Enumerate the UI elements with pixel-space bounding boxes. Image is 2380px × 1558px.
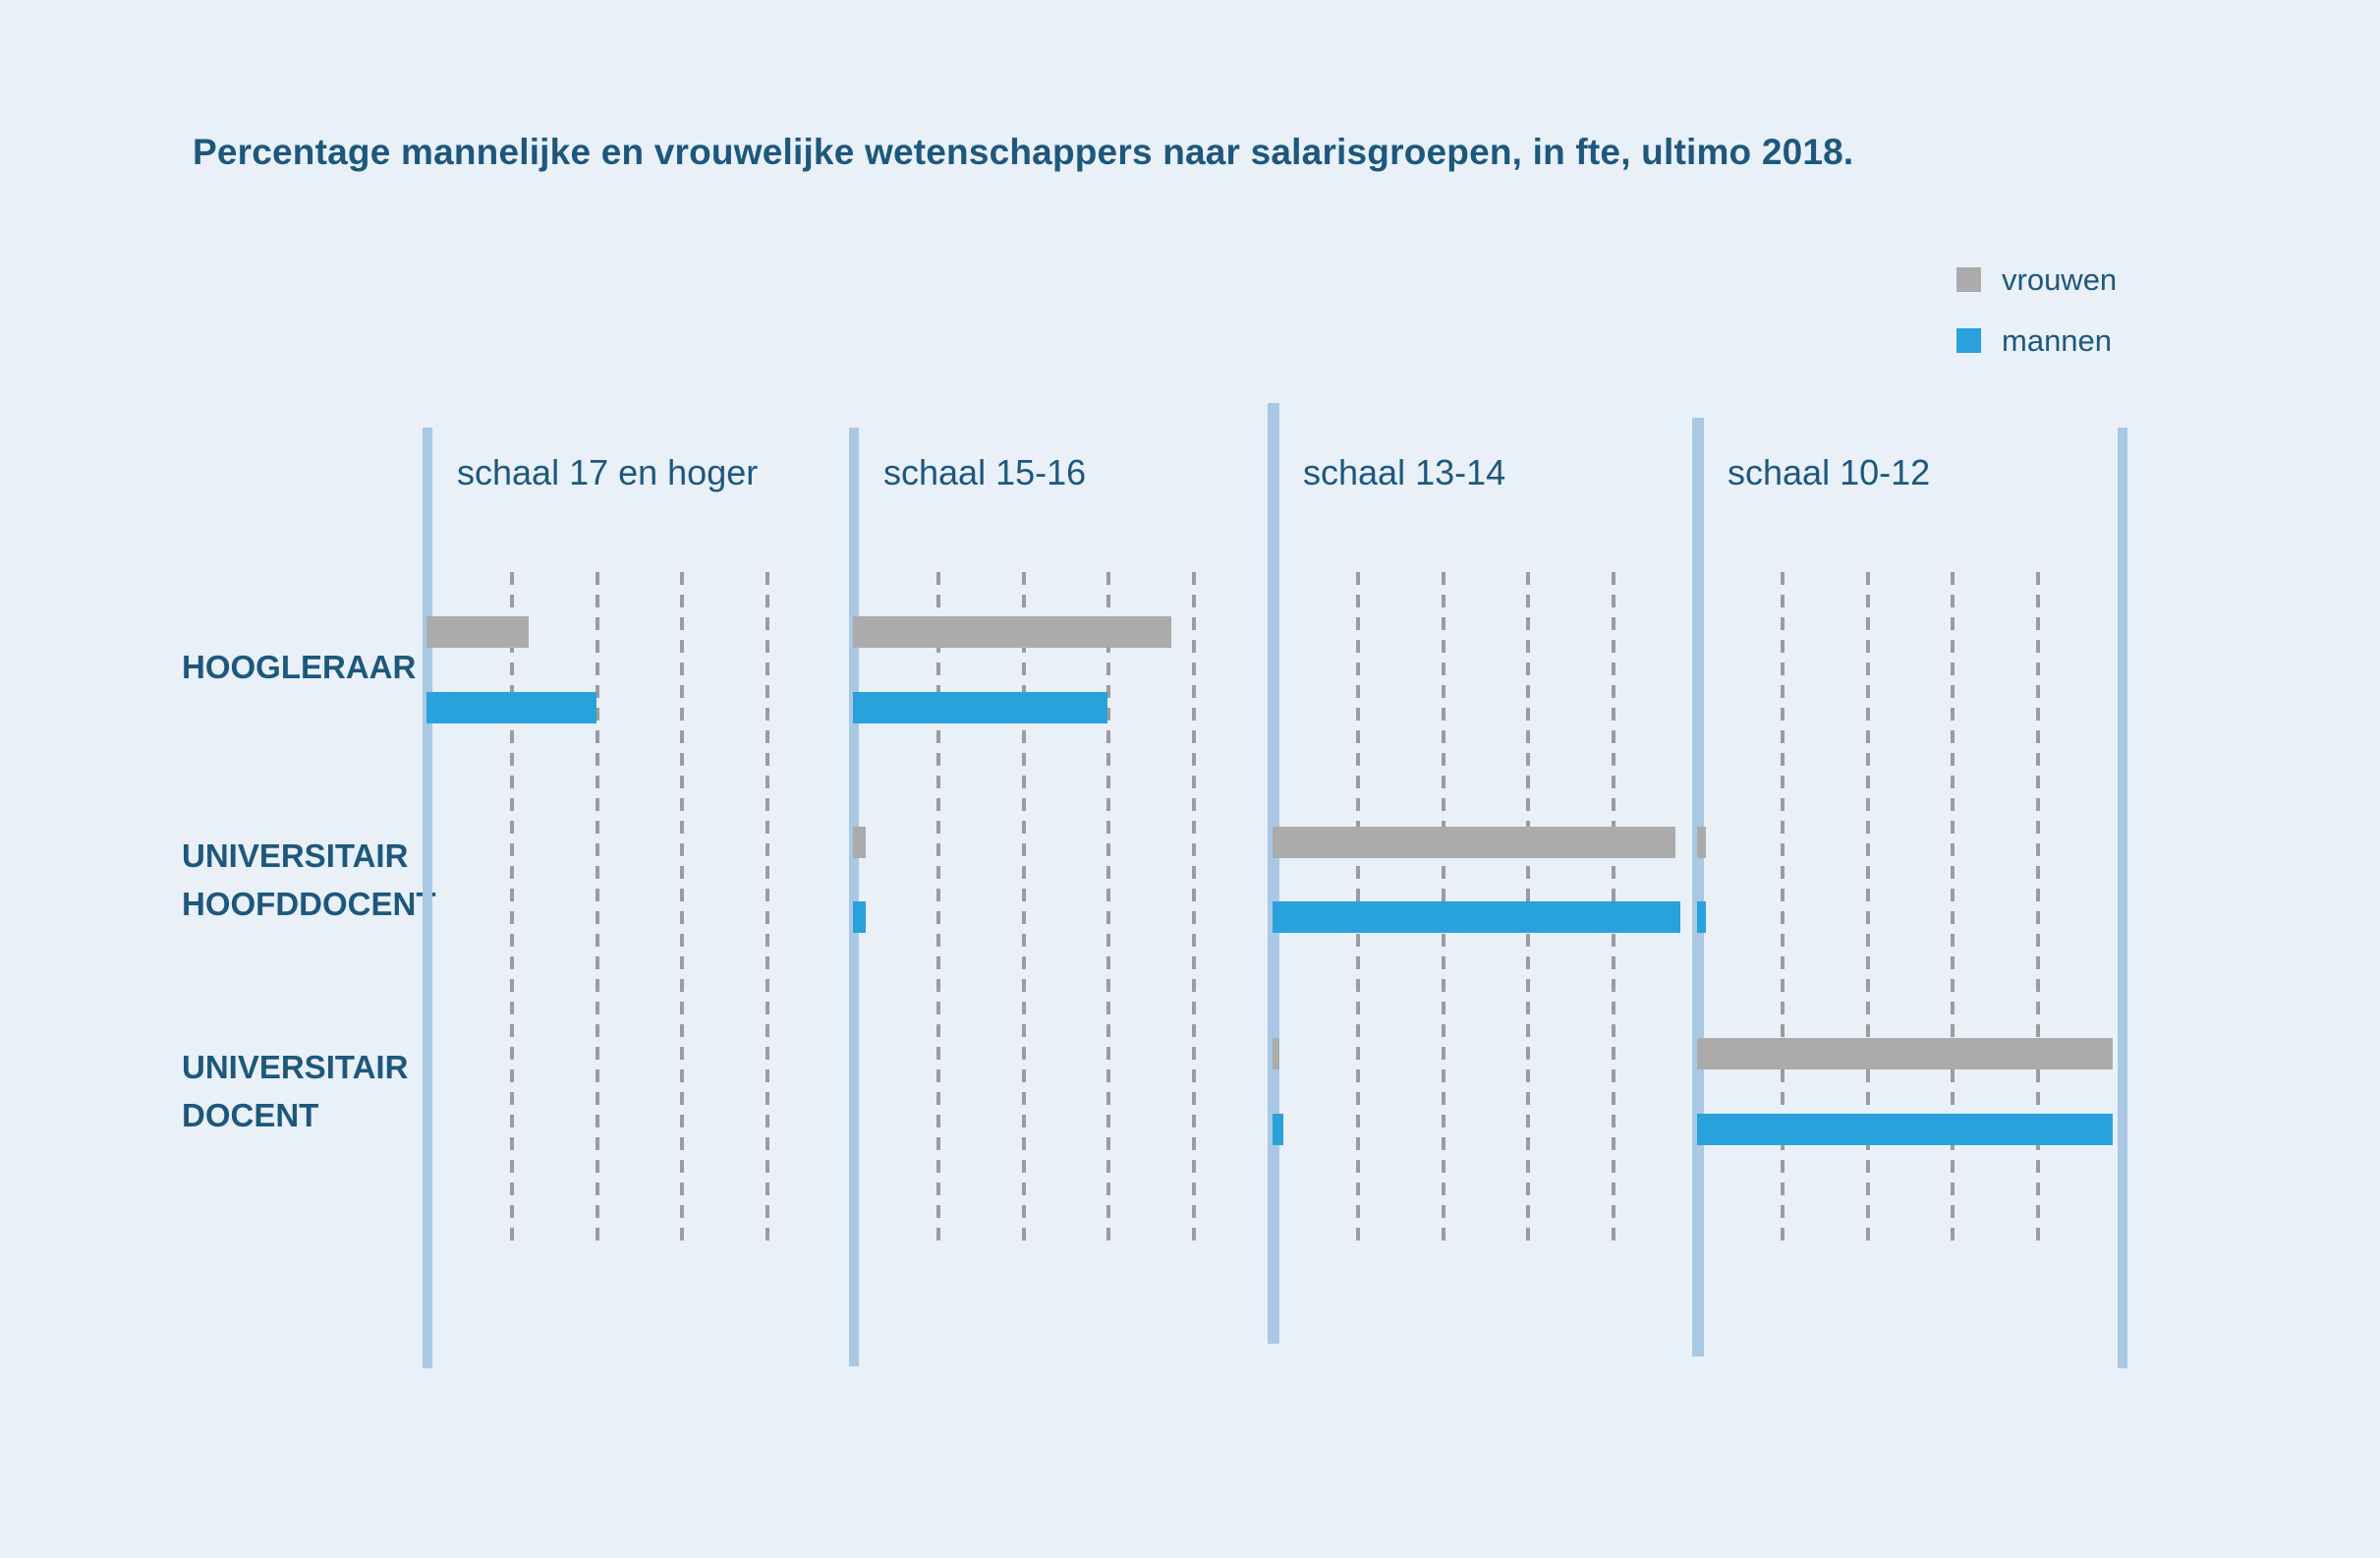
bar-mannen (853, 901, 866, 933)
legend-label-mannen: mannen (2002, 322, 2113, 358)
bar-vrouwen (1273, 827, 1676, 858)
legend-item-mannen: mannen (1956, 323, 2117, 358)
row-label-line: UNIVERSITAIR (182, 1049, 409, 1085)
panel-header: schaal 17 en hoger (457, 452, 759, 492)
gridline (680, 572, 685, 1248)
bar-mannen (1697, 1114, 2114, 1145)
bar-mannen (1273, 1114, 1284, 1145)
gridline (2035, 572, 2040, 1248)
gridline (1865, 572, 1870, 1248)
panel-header: schaal 13-14 (1303, 452, 1506, 492)
gridline (1951, 572, 1955, 1248)
row-label-hoogleraar: HOOGLERAAR (182, 643, 416, 691)
gridline (595, 572, 599, 1248)
row-label-universitair-docent: UNIVERSITAIR DOCENT (182, 1043, 408, 1139)
bar-vrouwen (1697, 827, 1706, 858)
bar-vrouwen (1697, 1038, 2114, 1069)
gridline (936, 572, 941, 1248)
legend-label-vrouwen: vrouwen (2002, 261, 2118, 297)
panel-axis-line (423, 428, 432, 1368)
row-label-line: UNIVERSITAIR (182, 837, 409, 874)
legend-swatch-vrouwen-icon (1956, 267, 1981, 292)
row-label-line: HOOGLERAAR (182, 649, 417, 685)
bar-mannen (853, 692, 1108, 723)
panel-axis-line (1268, 403, 1279, 1344)
bar-vrouwen (426, 616, 529, 648)
gridline (1781, 572, 1785, 1248)
panel-axis-line (849, 428, 859, 1366)
bar-vrouwen (853, 827, 866, 858)
gridline (1106, 572, 1111, 1248)
bar-vrouwen (1273, 1038, 1279, 1069)
row-label-line: DOCENT (182, 1097, 319, 1133)
row-label-line: HOOFDDOCENT (182, 886, 436, 922)
bar-mannen (1697, 901, 1706, 933)
chart-title: Percentage mannelijke en vrouwelijke wet… (193, 132, 1854, 172)
panel-axis-line (1692, 418, 1704, 1356)
panel-header: schaal 10-12 (1728, 452, 1931, 492)
bar-vrouwen (853, 616, 1171, 648)
gridline (1191, 572, 1196, 1248)
gridline (1021, 572, 1026, 1248)
gridline (765, 572, 769, 1248)
legend-swatch-mannen-icon (1956, 328, 1981, 353)
chart-right-axis-line (2118, 428, 2127, 1368)
bar-mannen (426, 692, 596, 723)
row-label-universitair-hoofddocent: UNIVERSITAIR HOOFDDOCENT (182, 832, 436, 928)
bar-mannen (1273, 901, 1680, 933)
legend: vrouwen mannen (1956, 262, 2117, 389)
panel-header: schaal 15-16 (883, 452, 1087, 492)
gridline (510, 572, 515, 1248)
legend-item-vrouwen: vrouwen (1956, 262, 2117, 297)
